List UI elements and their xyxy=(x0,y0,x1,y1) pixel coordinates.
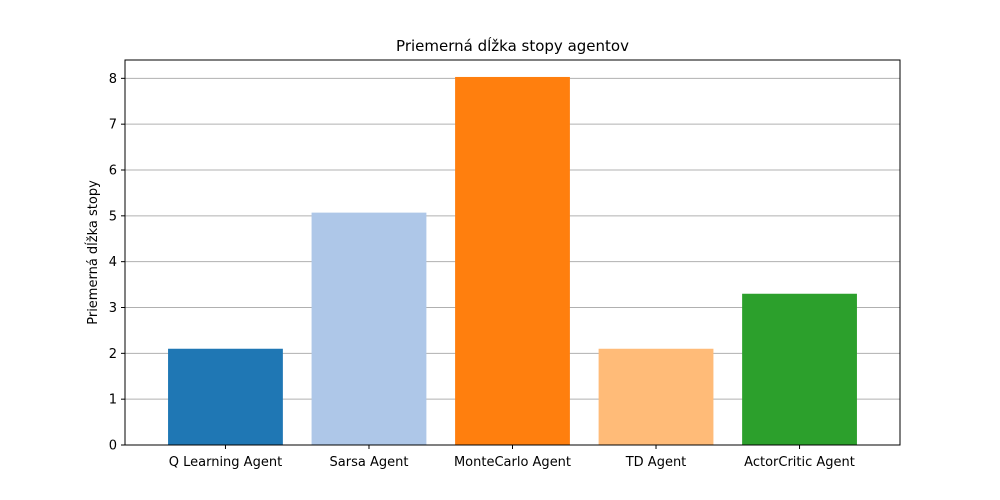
chart-title: Priemerná dĺžka stopy agentov xyxy=(396,36,629,55)
ticks: 0 1 2 3 4 5 6 7 8 Q Learning Agent Sarsa Agent Mont… xyxy=(109,72,855,470)
x-tick-label: Q Learning Agent xyxy=(169,455,282,470)
y-tick-label: 4 xyxy=(109,255,117,270)
bar-actorcritic-agent xyxy=(742,293,857,445)
y-tick-label: 3 xyxy=(109,301,117,316)
x-tick-label: Sarsa Agent xyxy=(330,455,409,470)
y-tick-label: 6 xyxy=(109,164,117,179)
y-tick-label: 7 xyxy=(109,118,117,133)
y-tick-label: 8 xyxy=(109,72,117,87)
bar-td-agent xyxy=(598,348,714,445)
y-tick-label: 0 xyxy=(109,439,117,454)
bar-montecarlo-agent xyxy=(455,76,570,445)
y-tick-label: 5 xyxy=(109,209,117,224)
bar-sarsa-agent xyxy=(311,212,427,445)
x-tick-label: MonteCarlo Agent xyxy=(454,455,571,470)
y-tick-label: 2 xyxy=(109,347,117,362)
x-tick-label: TD Agent xyxy=(625,455,687,470)
bars xyxy=(168,76,857,445)
bar-q-learning-agent xyxy=(168,348,283,445)
y-axis-label: Priemerná dĺžka stopy xyxy=(85,180,101,325)
y-tick-label: 1 xyxy=(109,393,117,408)
x-tick-label: ActorCritic Agent xyxy=(744,455,855,470)
